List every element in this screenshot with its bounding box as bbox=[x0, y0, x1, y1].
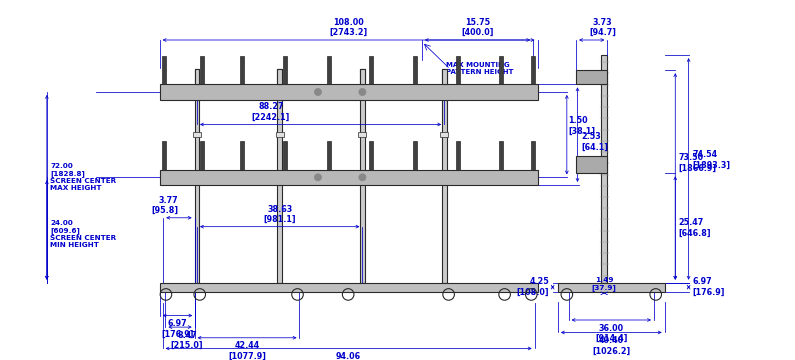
Bar bbox=[162, 141, 166, 170]
Bar bbox=[413, 56, 417, 85]
Text: 2.53
[64.1]: 2.53 [64.1] bbox=[581, 132, 608, 152]
Bar bbox=[456, 56, 460, 85]
Text: 1.49
[37.9]: 1.49 [37.9] bbox=[591, 277, 617, 291]
Bar bbox=[277, 69, 282, 283]
Bar bbox=[413, 141, 417, 170]
Bar bbox=[327, 141, 331, 170]
Bar bbox=[558, 283, 665, 292]
Text: 36.00
[914.4]: 36.00 [914.4] bbox=[595, 324, 627, 343]
Text: 8.47
[215.0]: 8.47 [215.0] bbox=[171, 331, 204, 350]
Text: 3.77
[95.8]: 3.77 [95.8] bbox=[151, 196, 178, 215]
Bar bbox=[370, 56, 374, 85]
Text: 6.97
[176.9]: 6.97 [176.9] bbox=[161, 319, 194, 338]
Text: 25.47
[646.8]: 25.47 [646.8] bbox=[679, 218, 712, 238]
Bar bbox=[360, 69, 365, 283]
Text: 108.00
[2743.2]: 108.00 [2743.2] bbox=[329, 18, 367, 37]
Bar bbox=[195, 69, 200, 85]
Bar bbox=[359, 132, 366, 137]
Bar bbox=[200, 141, 204, 170]
Text: 38.63
[981.1]: 38.63 [981.1] bbox=[263, 204, 296, 224]
Bar bbox=[195, 69, 200, 283]
Bar bbox=[283, 56, 287, 85]
Text: 94.06
[2389.2]: 94.06 [2389.2] bbox=[329, 352, 368, 360]
Bar bbox=[162, 56, 166, 85]
Bar bbox=[200, 56, 204, 85]
Text: 72.00
[1828.8]
SCREEN CENTER
MAX HEIGHT: 72.00 [1828.8] SCREEN CENTER MAX HEIGHT bbox=[50, 163, 117, 191]
Bar bbox=[531, 141, 535, 170]
Circle shape bbox=[314, 89, 321, 95]
Text: 40.40
[1026.2]: 40.40 [1026.2] bbox=[592, 336, 630, 355]
Text: 24.00
[609.6]
SCREEN CENTER
MIN HEIGHT: 24.00 [609.6] SCREEN CENTER MIN HEIGHT bbox=[50, 220, 117, 248]
Bar bbox=[239, 141, 243, 170]
Bar bbox=[531, 56, 535, 85]
Text: 73.50
[1866.9]: 73.50 [1866.9] bbox=[679, 153, 717, 173]
Bar bbox=[277, 69, 282, 85]
Bar bbox=[499, 56, 503, 85]
Bar bbox=[239, 56, 243, 85]
Circle shape bbox=[314, 174, 321, 181]
Text: 42.44
[1077.9]: 42.44 [1077.9] bbox=[228, 341, 266, 360]
Bar bbox=[160, 170, 537, 185]
Bar bbox=[456, 141, 460, 170]
Text: 3.73
[94.7]: 3.73 [94.7] bbox=[589, 18, 616, 37]
Text: 88.27
[2242.1]: 88.27 [2242.1] bbox=[252, 102, 290, 122]
Bar bbox=[601, 55, 607, 283]
Bar bbox=[193, 132, 201, 137]
Bar bbox=[576, 156, 607, 173]
Bar bbox=[283, 141, 287, 170]
Bar bbox=[370, 141, 374, 170]
Circle shape bbox=[359, 89, 366, 95]
Text: MAX MOUNTING
PATTERN HEIGHT: MAX MOUNTING PATTERN HEIGHT bbox=[446, 62, 514, 75]
Bar bbox=[276, 132, 284, 137]
Bar bbox=[499, 141, 503, 170]
Bar bbox=[442, 69, 447, 283]
Bar bbox=[440, 132, 448, 137]
Text: 15.75
[400.0]: 15.75 [400.0] bbox=[461, 18, 494, 37]
Bar bbox=[576, 70, 607, 85]
Text: 74.54
[1893.3]: 74.54 [1893.3] bbox=[692, 150, 731, 170]
Bar bbox=[160, 283, 537, 292]
Text: 6.97
[176.9]: 6.97 [176.9] bbox=[692, 278, 725, 297]
Bar bbox=[442, 69, 447, 85]
Circle shape bbox=[359, 174, 366, 181]
Bar bbox=[360, 69, 365, 85]
Text: 4.25
[108.0]: 4.25 [108.0] bbox=[517, 278, 549, 297]
Text: 1.50
[38.1]: 1.50 [38.1] bbox=[568, 116, 595, 135]
Bar bbox=[160, 85, 537, 100]
Bar bbox=[327, 56, 331, 85]
